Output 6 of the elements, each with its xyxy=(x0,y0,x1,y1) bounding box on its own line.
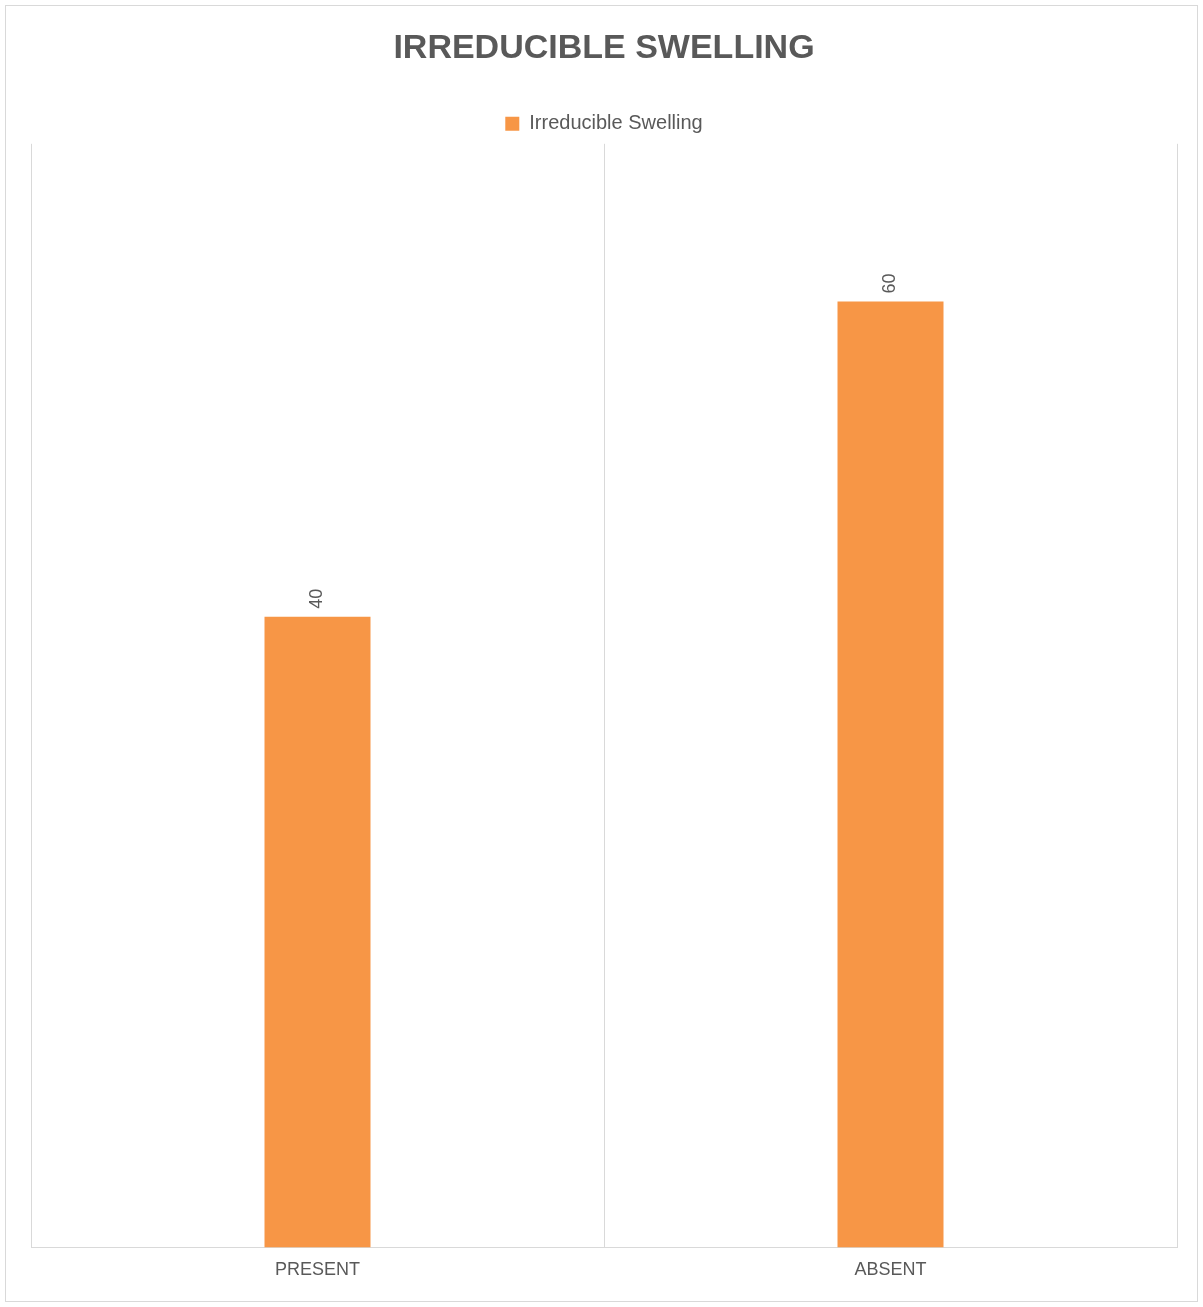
data-label: 60 xyxy=(879,273,900,294)
legend-label: Irreducible Swelling xyxy=(529,111,703,134)
x-tick-label: ABSENT xyxy=(854,1259,927,1280)
x-tick-label: PRESENT xyxy=(274,1259,361,1280)
chart-title: IRREDUCIBLE SWELLING xyxy=(393,26,815,65)
data-label: 40 xyxy=(306,588,327,609)
